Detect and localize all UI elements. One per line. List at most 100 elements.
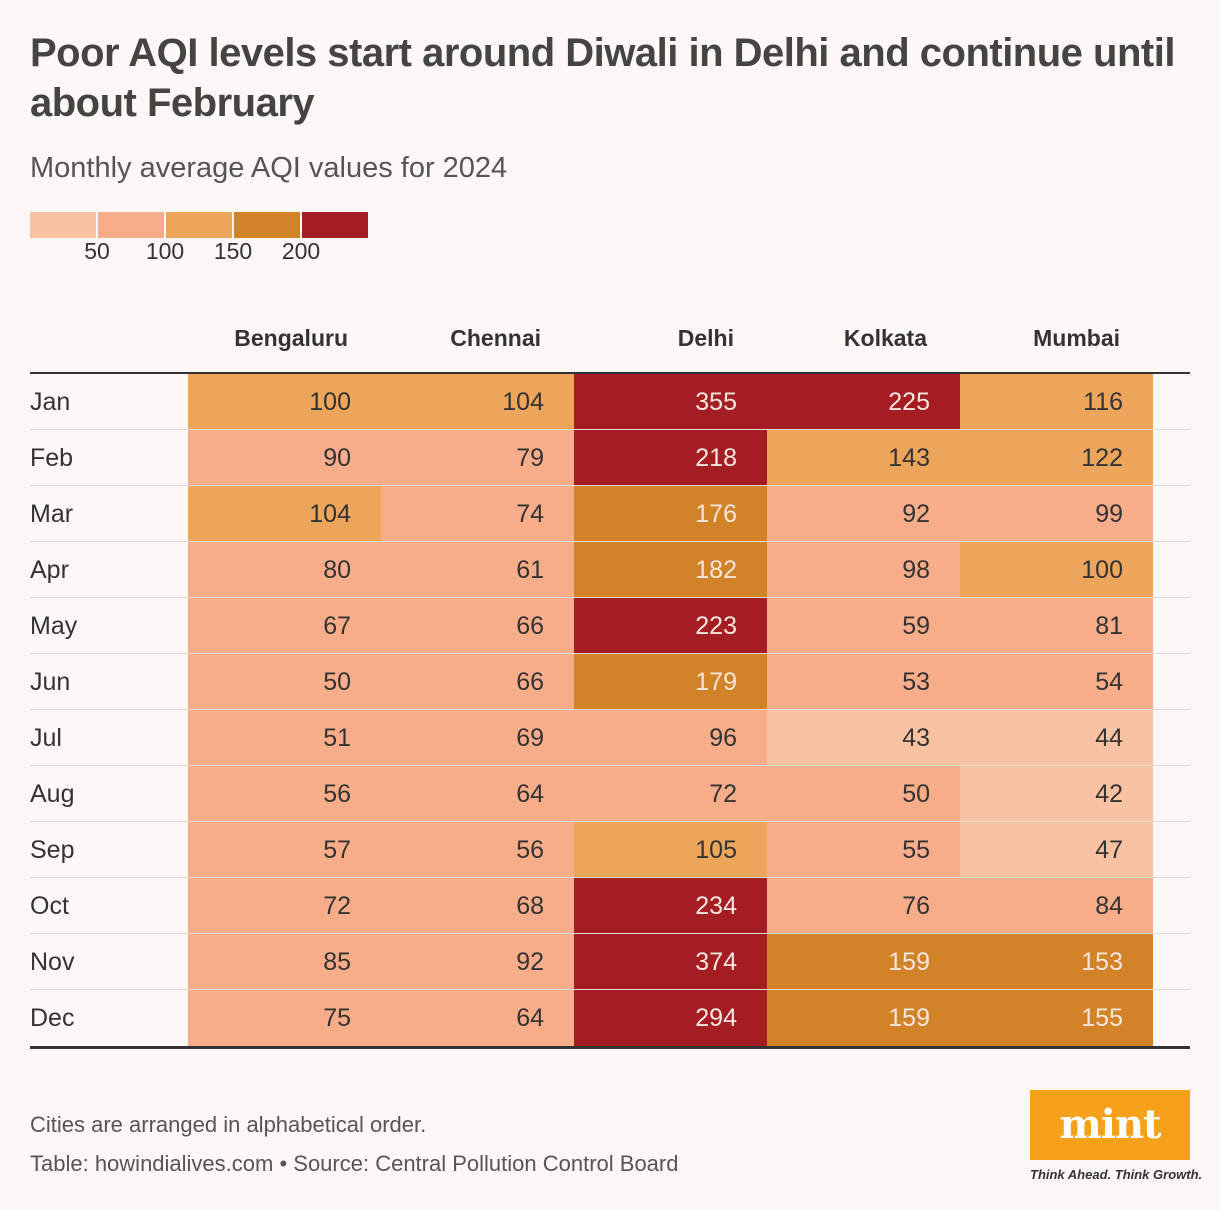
column-header-mumbai: Mumbai (1033, 325, 1120, 351)
month-label: Mar (30, 500, 74, 528)
row-divider (30, 821, 1190, 822)
aqi-cell-chennai: 66 (381, 598, 574, 654)
column-header-chennai: Chennai (450, 325, 541, 351)
aqi-cell-chennai: 64 (381, 766, 574, 822)
aqi-cell-bengaluru: 72 (188, 878, 381, 934)
aqi-table: Bengaluru Chennai Delhi Kolkata Mumbai Jan 10… (30, 318, 1190, 1049)
mint-logo-text: mint (1059, 1101, 1161, 1148)
aqi-cell-bengaluru: 56 (188, 766, 381, 822)
aqi-cell-kolkata: 225 (767, 374, 960, 430)
month-label: Feb (30, 444, 74, 472)
aqi-cell-chennai: 92 (381, 934, 574, 990)
chart-subtitle: Monthly average AQI values for 2024 (30, 152, 508, 184)
aqi-cell-chennai: 79 (381, 430, 574, 486)
table-row: Nov 85 92 374 159 153 (30, 934, 1190, 990)
row-divider (30, 485, 1190, 486)
brand-tagline: Think Ahead. Think Growth. (1030, 1167, 1203, 1182)
aqi-cell-delhi: 96 (574, 710, 767, 766)
legend-swatch-0 (30, 212, 96, 238)
mint-logo: mint (1030, 1090, 1190, 1160)
table-row: Jul 51 69 96 43 44 (30, 710, 1190, 766)
month-label: Jul (30, 724, 62, 752)
row-divider (30, 765, 1190, 766)
month-label: Nov (30, 948, 75, 976)
table-row: Aug 56 64 72 50 42 (30, 766, 1190, 822)
legend-tick-label: 200 (281, 238, 321, 264)
aqi-cell-bengaluru: 67 (188, 598, 381, 654)
aqi-cell-bengaluru: 85 (188, 934, 381, 990)
aqi-cell-delhi: 182 (574, 542, 767, 598)
chart-title: Poor AQI levels start around Diwali in D… (30, 31, 1175, 125)
aqi-cell-chennai: 104 (381, 374, 574, 430)
row-divider (30, 709, 1190, 710)
month-label: Apr (30, 556, 69, 584)
aqi-cell-bengaluru: 50 (188, 654, 381, 710)
legend-tick-label: 150 (213, 238, 253, 264)
column-header-kolkata: Kolkata (843, 325, 927, 351)
aqi-cell-chennai: 74 (381, 486, 574, 542)
aqi-cell-delhi: 218 (574, 430, 767, 486)
aqi-cell-bengaluru: 57 (188, 822, 381, 878)
row-divider (30, 933, 1190, 934)
column-header-delhi: Delhi (677, 325, 734, 351)
aqi-cell-kolkata: 159 (767, 990, 960, 1046)
aqi-cell-mumbai: 122 (960, 430, 1153, 486)
table-row: Feb 90 79 218 143 122 (30, 430, 1190, 486)
color-legend: 50 100 150 200 (30, 212, 370, 272)
column-header-bengaluru: Bengaluru (234, 325, 348, 351)
table-row: Oct 72 68 234 76 84 (30, 878, 1190, 934)
aqi-cell-bengaluru: 75 (188, 990, 381, 1046)
aqi-cell-kolkata: 43 (767, 710, 960, 766)
aqi-cell-chennai: 69 (381, 710, 574, 766)
aqi-cell-kolkata: 92 (767, 486, 960, 542)
table-row: Apr 80 61 182 98 100 (30, 542, 1190, 598)
aqi-cell-kolkata: 59 (767, 598, 960, 654)
legend-swatch-2 (166, 212, 232, 238)
aqi-cell-mumbai: 81 (960, 598, 1153, 654)
aqi-cell-delhi: 234 (574, 878, 767, 934)
month-label: Jan (30, 388, 71, 416)
month-label: Oct (30, 892, 69, 920)
aqi-cell-mumbai: 47 (960, 822, 1153, 878)
aqi-cell-kolkata: 159 (767, 934, 960, 990)
month-label: Sep (30, 836, 75, 864)
table-bottom-rule (30, 1046, 1190, 1049)
aqi-cell-delhi: 105 (574, 822, 767, 878)
legend-swatch-4 (302, 212, 368, 238)
month-label: Dec (30, 1004, 75, 1032)
aqi-cell-chennai: 64 (381, 990, 574, 1046)
month-label: Jun (30, 668, 71, 696)
row-divider (30, 597, 1190, 598)
aqi-cell-delhi: 355 (574, 374, 767, 430)
footnote: Cities are arranged in alphabetical orde… (30, 1112, 427, 1137)
table-body: Jan 100 104 355 225 116 Feb 90 79 218 143 122 Mar 104… (30, 374, 1190, 1046)
aqi-cell-mumbai: 100 (960, 542, 1153, 598)
aqi-cell-mumbai: 155 (960, 990, 1153, 1046)
aqi-cell-bengaluru: 90 (188, 430, 381, 486)
aqi-cell-kolkata: 98 (767, 542, 960, 598)
aqi-cell-mumbai: 44 (960, 710, 1153, 766)
aqi-cell-chennai: 56 (381, 822, 574, 878)
aqi-cell-kolkata: 50 (767, 766, 960, 822)
month-label: May (30, 612, 78, 640)
aqi-cell-mumbai: 99 (960, 486, 1153, 542)
aqi-cell-delhi: 374 (574, 934, 767, 990)
legend-tick-label: 50 (84, 238, 110, 264)
aqi-cell-mumbai: 42 (960, 766, 1153, 822)
legend-swatch-3 (234, 212, 300, 238)
row-divider (30, 429, 1190, 430)
row-divider (30, 989, 1190, 990)
table-row: May 67 66 223 59 81 (30, 598, 1190, 654)
aqi-cell-mumbai: 54 (960, 654, 1153, 710)
aqi-cell-delhi: 176 (574, 486, 767, 542)
table-row: Sep 57 56 105 55 47 (30, 822, 1190, 878)
aqi-cell-kolkata: 76 (767, 878, 960, 934)
aqi-cell-delhi: 294 (574, 990, 767, 1046)
aqi-cell-mumbai: 153 (960, 934, 1153, 990)
aqi-cell-delhi: 223 (574, 598, 767, 654)
aqi-cell-chennai: 68 (381, 878, 574, 934)
table-row: Dec 75 64 294 159 155 (30, 990, 1190, 1046)
aqi-cell-mumbai: 84 (960, 878, 1153, 934)
aqi-cell-chennai: 66 (381, 654, 574, 710)
table-row: Jan 100 104 355 225 116 (30, 374, 1190, 430)
